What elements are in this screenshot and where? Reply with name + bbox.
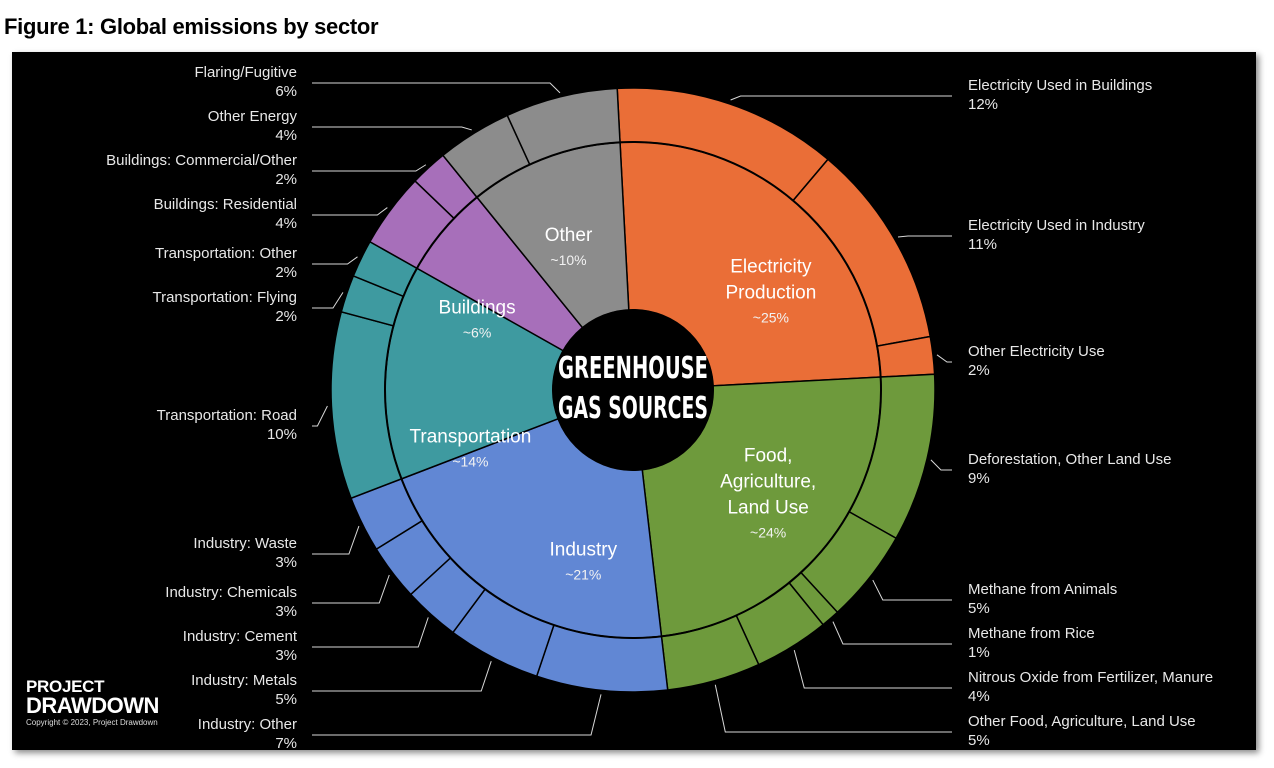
subsector-value-buildings-residential: 4%	[275, 215, 297, 232]
leader-line-industry-waste	[312, 525, 360, 555]
leader-line-buildings-commercial-other	[312, 164, 427, 172]
subsector-label-transportation-flying: Transportation: Flying	[152, 289, 297, 306]
subsector-label-other-electricity-use: Other Electricity Use	[968, 343, 1105, 360]
subsector-value-industry-chemicals: 3%	[275, 603, 297, 620]
sector-name-other-line1: Other	[545, 225, 593, 246]
sector-name-transportation-line1: Transportation	[410, 427, 532, 448]
sunburst-chart: Electricity Used in Buildings 12% Electric…	[106, 64, 1213, 750]
leader-line-methane-from-rice	[832, 621, 952, 645]
subsector-value-industry-metals: 5%	[275, 691, 297, 708]
leader-line-other-electricity-use	[936, 354, 952, 363]
subsector-label-methane-from-animals: Methane from Animals	[968, 581, 1117, 598]
subsector-value-industry-other: 7%	[275, 735, 297, 750]
subsector-value-industry-waste: 3%	[275, 554, 297, 571]
center-hole	[552, 309, 714, 471]
leader-line-deforestation-other-land-use	[930, 459, 952, 471]
subsector-value-other-electricity-use: 2%	[968, 362, 990, 379]
sector-name-electricity-production-line2: Production	[725, 282, 816, 303]
leader-line-flaring-fugitive	[312, 82, 561, 94]
subsector-label-other-food-agriculture-land-use: Other Food, Agriculture, Land Use	[968, 713, 1196, 730]
subsector-label-buildings-residential: Buildings: Residential	[154, 196, 297, 213]
leader-line-other-energy	[312, 126, 472, 131]
project-drawdown-logo: PROJECT DRAWDOWN Copyright © 2023, Proje…	[26, 678, 159, 729]
leader-line-transportation-road	[312, 405, 328, 427]
leader-line-nitrous-oxide-from-fertilizer-manure	[793, 649, 952, 689]
leader-line-industry-other	[312, 694, 602, 736]
subsector-label-other-energy: Other Energy	[208, 108, 298, 125]
center-title-line2: GAS SOURCES	[558, 391, 708, 426]
sector-share-other: ~10%	[550, 252, 586, 268]
brand-copyright: Copyright © 2023, Project Drawdown	[26, 718, 158, 727]
subsector-label-electricity-used-in-industry: Electricity Used in Industry	[968, 217, 1145, 234]
leader-line-transportation-flying	[312, 292, 344, 309]
sector-name-food-agriculture-land-use-line3: Land Use	[727, 498, 808, 519]
sector-name-food-agriculture-land-use-line1: Food,	[744, 446, 793, 467]
subsector-value-other-food-agriculture-land-use: 5%	[968, 732, 990, 749]
subsector-value-transportation-other: 2%	[275, 264, 297, 281]
subsector-label-flaring-fugitive: Flaring/Fugitive	[194, 64, 297, 81]
subsector-value-other-energy: 4%	[275, 127, 297, 144]
leader-line-buildings-residential	[312, 207, 388, 216]
subsector-label-industry-metals: Industry: Metals	[191, 672, 297, 689]
subsector-label-methane-from-rice: Methane from Rice	[968, 625, 1095, 642]
sector-share-industry: ~21%	[565, 567, 601, 583]
center-title-line1: GREENHOUSE	[558, 351, 708, 386]
subsector-value-transportation-road: 10%	[267, 426, 297, 443]
leader-line-other-food-agriculture-land-use	[714, 684, 952, 733]
subsector-label-transportation-other: Transportation: Other	[155, 245, 297, 262]
brand-line1: PROJECT	[26, 677, 105, 696]
subsector-value-buildings-commercial-other: 2%	[275, 171, 297, 188]
subsector-label-electricity-used-in-buildings: Electricity Used in Buildings	[968, 77, 1152, 94]
sector-name-food-agriculture-land-use-line2: Agriculture,	[720, 472, 816, 493]
subsector-value-methane-from-rice: 1%	[968, 644, 990, 661]
subsector-label-deforestation-other-land-use: Deforestation, Other Land Use	[968, 451, 1171, 468]
figure-title: Figure 1: Global emissions by sector	[4, 14, 379, 39]
subsector-value-methane-from-animals: 5%	[968, 600, 990, 617]
sector-share-electricity-production: ~25%	[753, 309, 789, 325]
subsector-value-flaring-fugitive: 6%	[275, 83, 297, 100]
leader-line-industry-chemicals	[312, 574, 390, 604]
subsector-label-industry-waste: Industry: Waste	[193, 535, 297, 552]
subsector-label-industry-cement: Industry: Cement	[183, 628, 298, 645]
sector-name-electricity-production-line1: Electricity	[730, 256, 812, 277]
subsector-value-nitrous-oxide-from-fertilizer-manure: 4%	[968, 688, 990, 705]
leader-line-methane-from-animals	[872, 579, 952, 601]
leader-line-industry-metals	[312, 661, 492, 692]
brand-line2: DRAWDOWN	[26, 693, 159, 718]
subsector-label-industry-other: Industry: Other	[198, 716, 297, 733]
subsector-label-nitrous-oxide-from-fertilizer-manure: Nitrous Oxide from Fertilizer, Manure	[968, 669, 1213, 686]
subsector-label-transportation-road: Transportation: Road	[157, 407, 297, 424]
sector-share-food-agriculture-land-use: ~24%	[750, 525, 786, 541]
leader-line-electricity-used-in-buildings	[730, 95, 952, 101]
subsector-value-deforestation-other-land-use: 9%	[968, 470, 990, 487]
subsector-value-electricity-used-in-industry: 11%	[968, 236, 997, 253]
subsector-value-industry-cement: 3%	[275, 647, 297, 664]
subsector-label-industry-chemicals: Industry: Chemicals	[165, 584, 297, 601]
leader-line-electricity-used-in-industry	[897, 235, 952, 238]
subsector-value-transportation-flying: 2%	[275, 308, 297, 325]
sector-name-industry-line1: Industry	[549, 540, 617, 561]
subsector-value-electricity-used-in-buildings: 12%	[968, 96, 998, 113]
chart-panel: Electricity Used in Buildings 12% Electric…	[12, 52, 1256, 750]
sector-share-transportation: ~14%	[452, 454, 488, 470]
ring-separator	[384, 141, 882, 639]
leader-line-industry-cement	[312, 617, 429, 648]
sector-share-buildings: ~6%	[463, 325, 491, 341]
leader-line-transportation-other	[312, 256, 358, 265]
sector-name-buildings-line1: Buildings	[439, 298, 516, 319]
subsector-label-buildings-commercial-other: Buildings: Commercial/Other	[106, 152, 297, 169]
